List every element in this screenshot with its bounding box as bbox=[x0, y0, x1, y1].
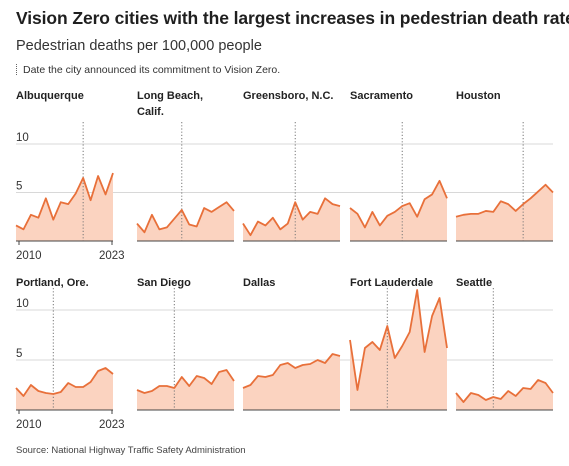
x-tick-label: 2010 bbox=[16, 250, 42, 262]
city-label: Long Beach, Calif. bbox=[137, 90, 203, 118]
city-label: Dallas bbox=[243, 277, 275, 289]
y-tick-label: 5 bbox=[16, 348, 22, 360]
city-label-line: Calif. bbox=[137, 106, 164, 118]
vision-zero-legend: Date the city announced its commitment t… bbox=[16, 64, 280, 76]
legend-text: Date the city announced its commitment t… bbox=[23, 64, 281, 76]
series-line bbox=[455, 183, 554, 218]
dotted-line-legend-icon bbox=[16, 64, 17, 75]
series-area bbox=[350, 180, 447, 241]
series-area bbox=[137, 370, 234, 410]
series-area bbox=[16, 368, 113, 410]
x-tick-label: 2010 bbox=[16, 419, 42, 431]
y-tick-label: 5 bbox=[16, 181, 22, 193]
city-label: Greensboro, N.C. bbox=[243, 90, 333, 102]
series-area bbox=[137, 202, 234, 241]
city-panel: Fort Lauderdale bbox=[349, 277, 448, 411]
series-line bbox=[242, 197, 341, 237]
city-panel: Dallas bbox=[242, 277, 341, 411]
series-line bbox=[15, 367, 114, 397]
city-panel: Portland, Ore. 2010 2023 bbox=[15, 277, 125, 431]
series-area bbox=[456, 184, 553, 241]
city-panel: Sacramento bbox=[349, 90, 448, 242]
series-line bbox=[455, 379, 554, 403]
city-label: San Diego bbox=[137, 277, 191, 289]
series-area bbox=[16, 173, 113, 241]
series-area bbox=[243, 354, 340, 410]
series-area bbox=[350, 290, 447, 410]
series-area bbox=[243, 198, 340, 241]
source-note: Source: National Highway Traffic Safety … bbox=[16, 445, 246, 456]
city-label: Fort Lauderdale bbox=[350, 277, 433, 289]
y-tick-label: 10 bbox=[16, 132, 29, 144]
city-panel: Long Beach, Calif. bbox=[136, 90, 235, 242]
series-line bbox=[349, 179, 448, 229]
city-label-line: Long Beach, bbox=[137, 90, 203, 102]
chart-title: Vision Zero cities with the largest incr… bbox=[16, 8, 569, 28]
city-panel: San Diego bbox=[136, 277, 235, 411]
city-panel: Seattle bbox=[455, 277, 554, 411]
city-label: Albuquerque bbox=[16, 90, 84, 102]
city-label: Sacramento bbox=[350, 90, 413, 102]
series-line bbox=[349, 289, 448, 391]
x-tick-label: 2023 bbox=[99, 250, 125, 262]
city-label: Portland, Ore. bbox=[16, 277, 89, 289]
series-line bbox=[136, 369, 235, 394]
series-line bbox=[136, 201, 235, 234]
x-tick-label: 2023 bbox=[99, 419, 125, 431]
city-panel: Albuquerque 2010 2023 bbox=[15, 90, 125, 262]
city-label: Seattle bbox=[456, 277, 492, 289]
series-line bbox=[242, 353, 341, 389]
city-panel: Greensboro, N.C. bbox=[242, 90, 341, 242]
y-tick-label: 10 bbox=[16, 298, 29, 310]
series-line bbox=[15, 172, 114, 231]
city-label: Houston bbox=[456, 90, 501, 102]
chart-subtitle: Pedestrian deaths per 100,000 people bbox=[16, 38, 262, 54]
city-panel: Houston bbox=[455, 90, 554, 242]
